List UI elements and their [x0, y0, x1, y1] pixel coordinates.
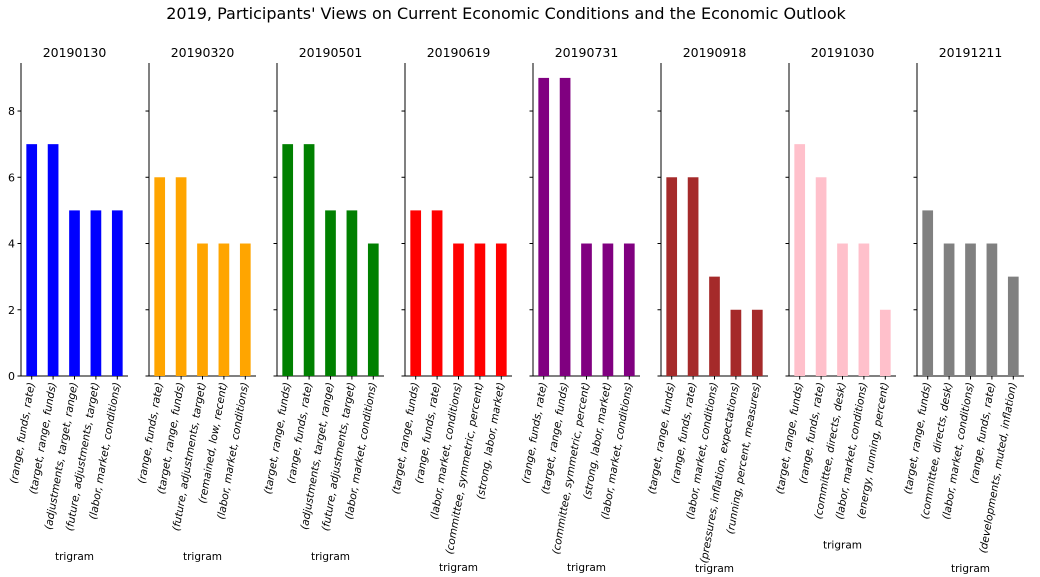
bar [26, 144, 38, 376]
bar [90, 210, 102, 376]
x-axis-label: trigram [823, 540, 862, 552]
panel-8: 20191211(target, range, funds)(committee… [902, 45, 1024, 575]
x-axis-label: trigram [311, 551, 350, 563]
bar [453, 243, 464, 376]
bar [666, 177, 678, 376]
panel-title: 20190731 [555, 45, 619, 60]
bar [197, 243, 208, 376]
bar [730, 309, 742, 376]
bar [943, 243, 955, 376]
panel-title: 20190320 [171, 45, 235, 60]
bar [175, 177, 187, 376]
bar [965, 243, 976, 376]
bar [303, 144, 315, 376]
panel-title: 20190619 [427, 45, 491, 60]
y-tick-label: 2 [8, 304, 15, 317]
panel-4: 20190619(target, range, funds)(range, fu… [390, 45, 512, 574]
panel-6: 20190918(target, range, funds)(range, fu… [646, 45, 768, 575]
bar [346, 210, 358, 376]
bar [687, 177, 699, 376]
bar [431, 210, 443, 376]
bar [538, 77, 550, 377]
bar [218, 243, 230, 376]
bar [474, 243, 486, 376]
panel-3: 20190501(target, range, funds)(range, fu… [262, 45, 384, 563]
bar [111, 210, 123, 376]
bar [922, 210, 934, 376]
bar [837, 243, 848, 376]
panel-5: 20190731(range, funds, rate)(target, ran… [520, 45, 640, 574]
bar [623, 243, 635, 376]
bar [1007, 276, 1019, 376]
bar [239, 243, 251, 376]
x-axis-label: trigram [695, 563, 734, 575]
bar [986, 243, 998, 376]
bar [815, 177, 827, 376]
y-tick-label: 4 [8, 238, 15, 251]
panel-title: 20190918 [683, 45, 747, 60]
bar [69, 210, 80, 376]
panel-title: 20190130 [43, 45, 107, 60]
y-tick-label: 6 [8, 171, 15, 184]
bar [709, 276, 720, 376]
panel-title: 20191030 [811, 45, 875, 60]
bar [879, 309, 891, 376]
bar [559, 77, 571, 377]
bar [47, 144, 59, 376]
bar [154, 177, 166, 376]
panel-title: 20191211 [939, 45, 1003, 60]
bar [858, 243, 870, 376]
bar [325, 210, 336, 376]
bar [367, 243, 379, 376]
bar [602, 243, 614, 376]
x-axis-label: trigram [567, 562, 606, 574]
x-axis-label: trigram [183, 551, 222, 563]
panel-title: 20190501 [299, 45, 363, 60]
bar [495, 243, 507, 376]
bar [751, 309, 763, 376]
x-axis-label: trigram [439, 562, 478, 574]
bar [581, 243, 592, 376]
panel-2: 20190320(range, funds, rate)(target, ran… [136, 45, 256, 563]
bar [410, 210, 422, 376]
y-tick-label: 8 [8, 105, 15, 118]
x-axis-label: trigram [951, 563, 990, 575]
y-tick-label: 0 [8, 370, 15, 383]
chart-title: 2019, Participants' Views on Current Eco… [166, 4, 846, 23]
bar [794, 144, 806, 376]
x-axis-label: trigram [55, 551, 94, 563]
bar [282, 144, 294, 376]
panel-7: 20191030(target, range, funds)(range, fu… [774, 45, 896, 552]
